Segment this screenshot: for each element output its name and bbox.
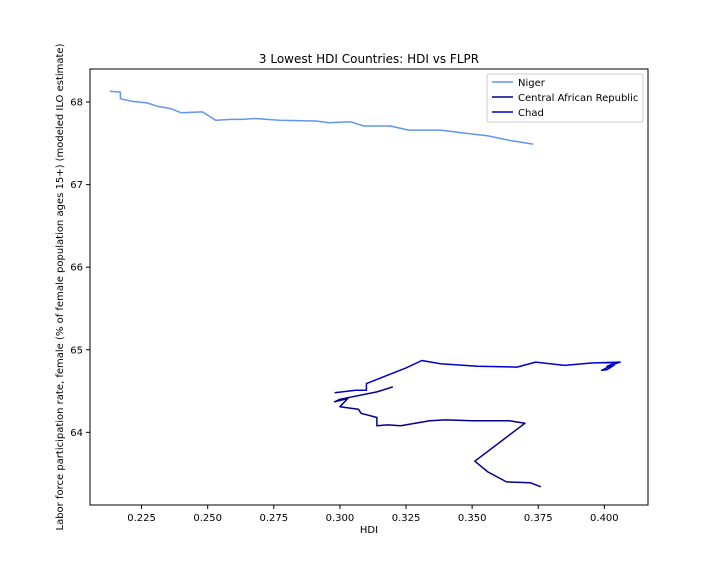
series-line-niger (109, 90, 534, 145)
y-tick-label: 68 (70, 98, 83, 109)
x-tick-label: 0.400 (590, 513, 619, 524)
series-line-chad (334, 359, 621, 394)
x-tick-label: 0.275 (259, 513, 288, 524)
x-tick-label: 0.350 (458, 513, 487, 524)
y-tick-label: 64 (70, 428, 83, 439)
y-tick-label: 66 (70, 263, 83, 274)
x-tick-label: 0.250 (193, 513, 222, 524)
series-line-central-african-republic (333, 386, 542, 488)
legend: Niger Central African Republic Chad (486, 73, 644, 123)
y-axis-label: Labor force participation rate, female (… (55, 43, 66, 530)
plot-frame (89, 68, 649, 506)
y-tick-label: 65 (70, 345, 83, 356)
x-axis-ticks: 0.225 0.250 0.275 0.300 0.325 0.350 0.375 0.400 (127, 505, 619, 524)
legend-label-niger: Niger (518, 78, 546, 89)
y-tick-label: 67 (70, 180, 83, 191)
series-layer (109, 90, 621, 488)
x-tick-label: 0.225 (127, 513, 156, 524)
x-axis-label: HDI (360, 525, 378, 536)
legend-label-central-african-republic: Central African Republic (518, 93, 638, 104)
x-tick-label: 0.300 (326, 513, 355, 524)
plot-background (90, 69, 648, 505)
legend-label-chad: Chad (518, 108, 544, 119)
chart-title: 3 Lowest HDI Countries: HDI vs FLPR (259, 52, 479, 66)
x-tick-label: 0.325 (392, 513, 421, 524)
legend-frame (486, 73, 644, 123)
x-tick-label: 0.375 (524, 513, 553, 524)
y-axis-ticks: 64 65 66 67 68 (70, 98, 90, 439)
